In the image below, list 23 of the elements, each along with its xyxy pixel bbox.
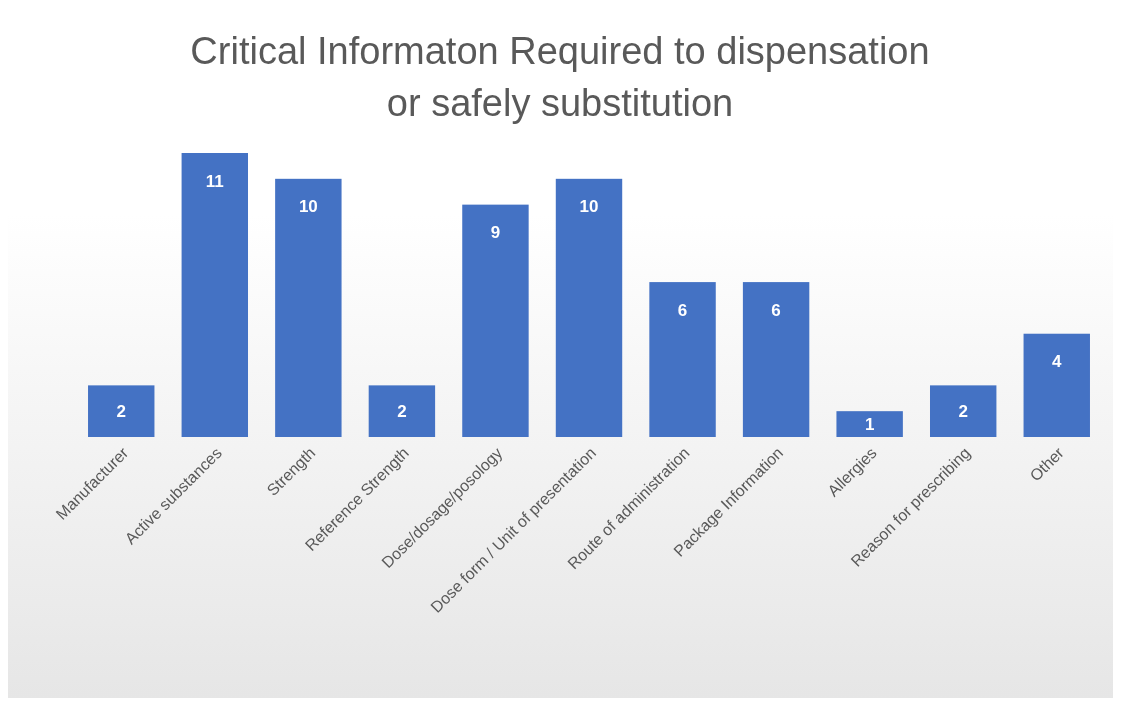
bar	[275, 178, 342, 437]
data-label: 1	[864, 414, 875, 434]
data-label: 2	[116, 401, 126, 421]
data-label: 6	[677, 300, 688, 320]
data-label: 10	[298, 197, 318, 217]
bar	[462, 204, 529, 437]
bar	[649, 282, 716, 437]
data-label: 9	[490, 223, 501, 243]
data-label: 6	[771, 300, 781, 320]
data-label: 2	[958, 401, 968, 421]
bar	[555, 178, 623, 437]
bar	[1023, 333, 1090, 437]
bar	[930, 385, 997, 437]
bar	[181, 153, 249, 437]
data-label: 4	[1052, 352, 1063, 372]
bar	[88, 385, 155, 437]
bar	[742, 282, 810, 437]
bar	[836, 411, 903, 437]
bar	[368, 385, 436, 437]
data-label: 10	[579, 197, 599, 217]
data-label: 2	[397, 401, 407, 421]
data-label: 11	[205, 171, 224, 191]
chart-title: Critical Informaton Required to dispensation or safely substitution	[190, 30, 930, 124]
